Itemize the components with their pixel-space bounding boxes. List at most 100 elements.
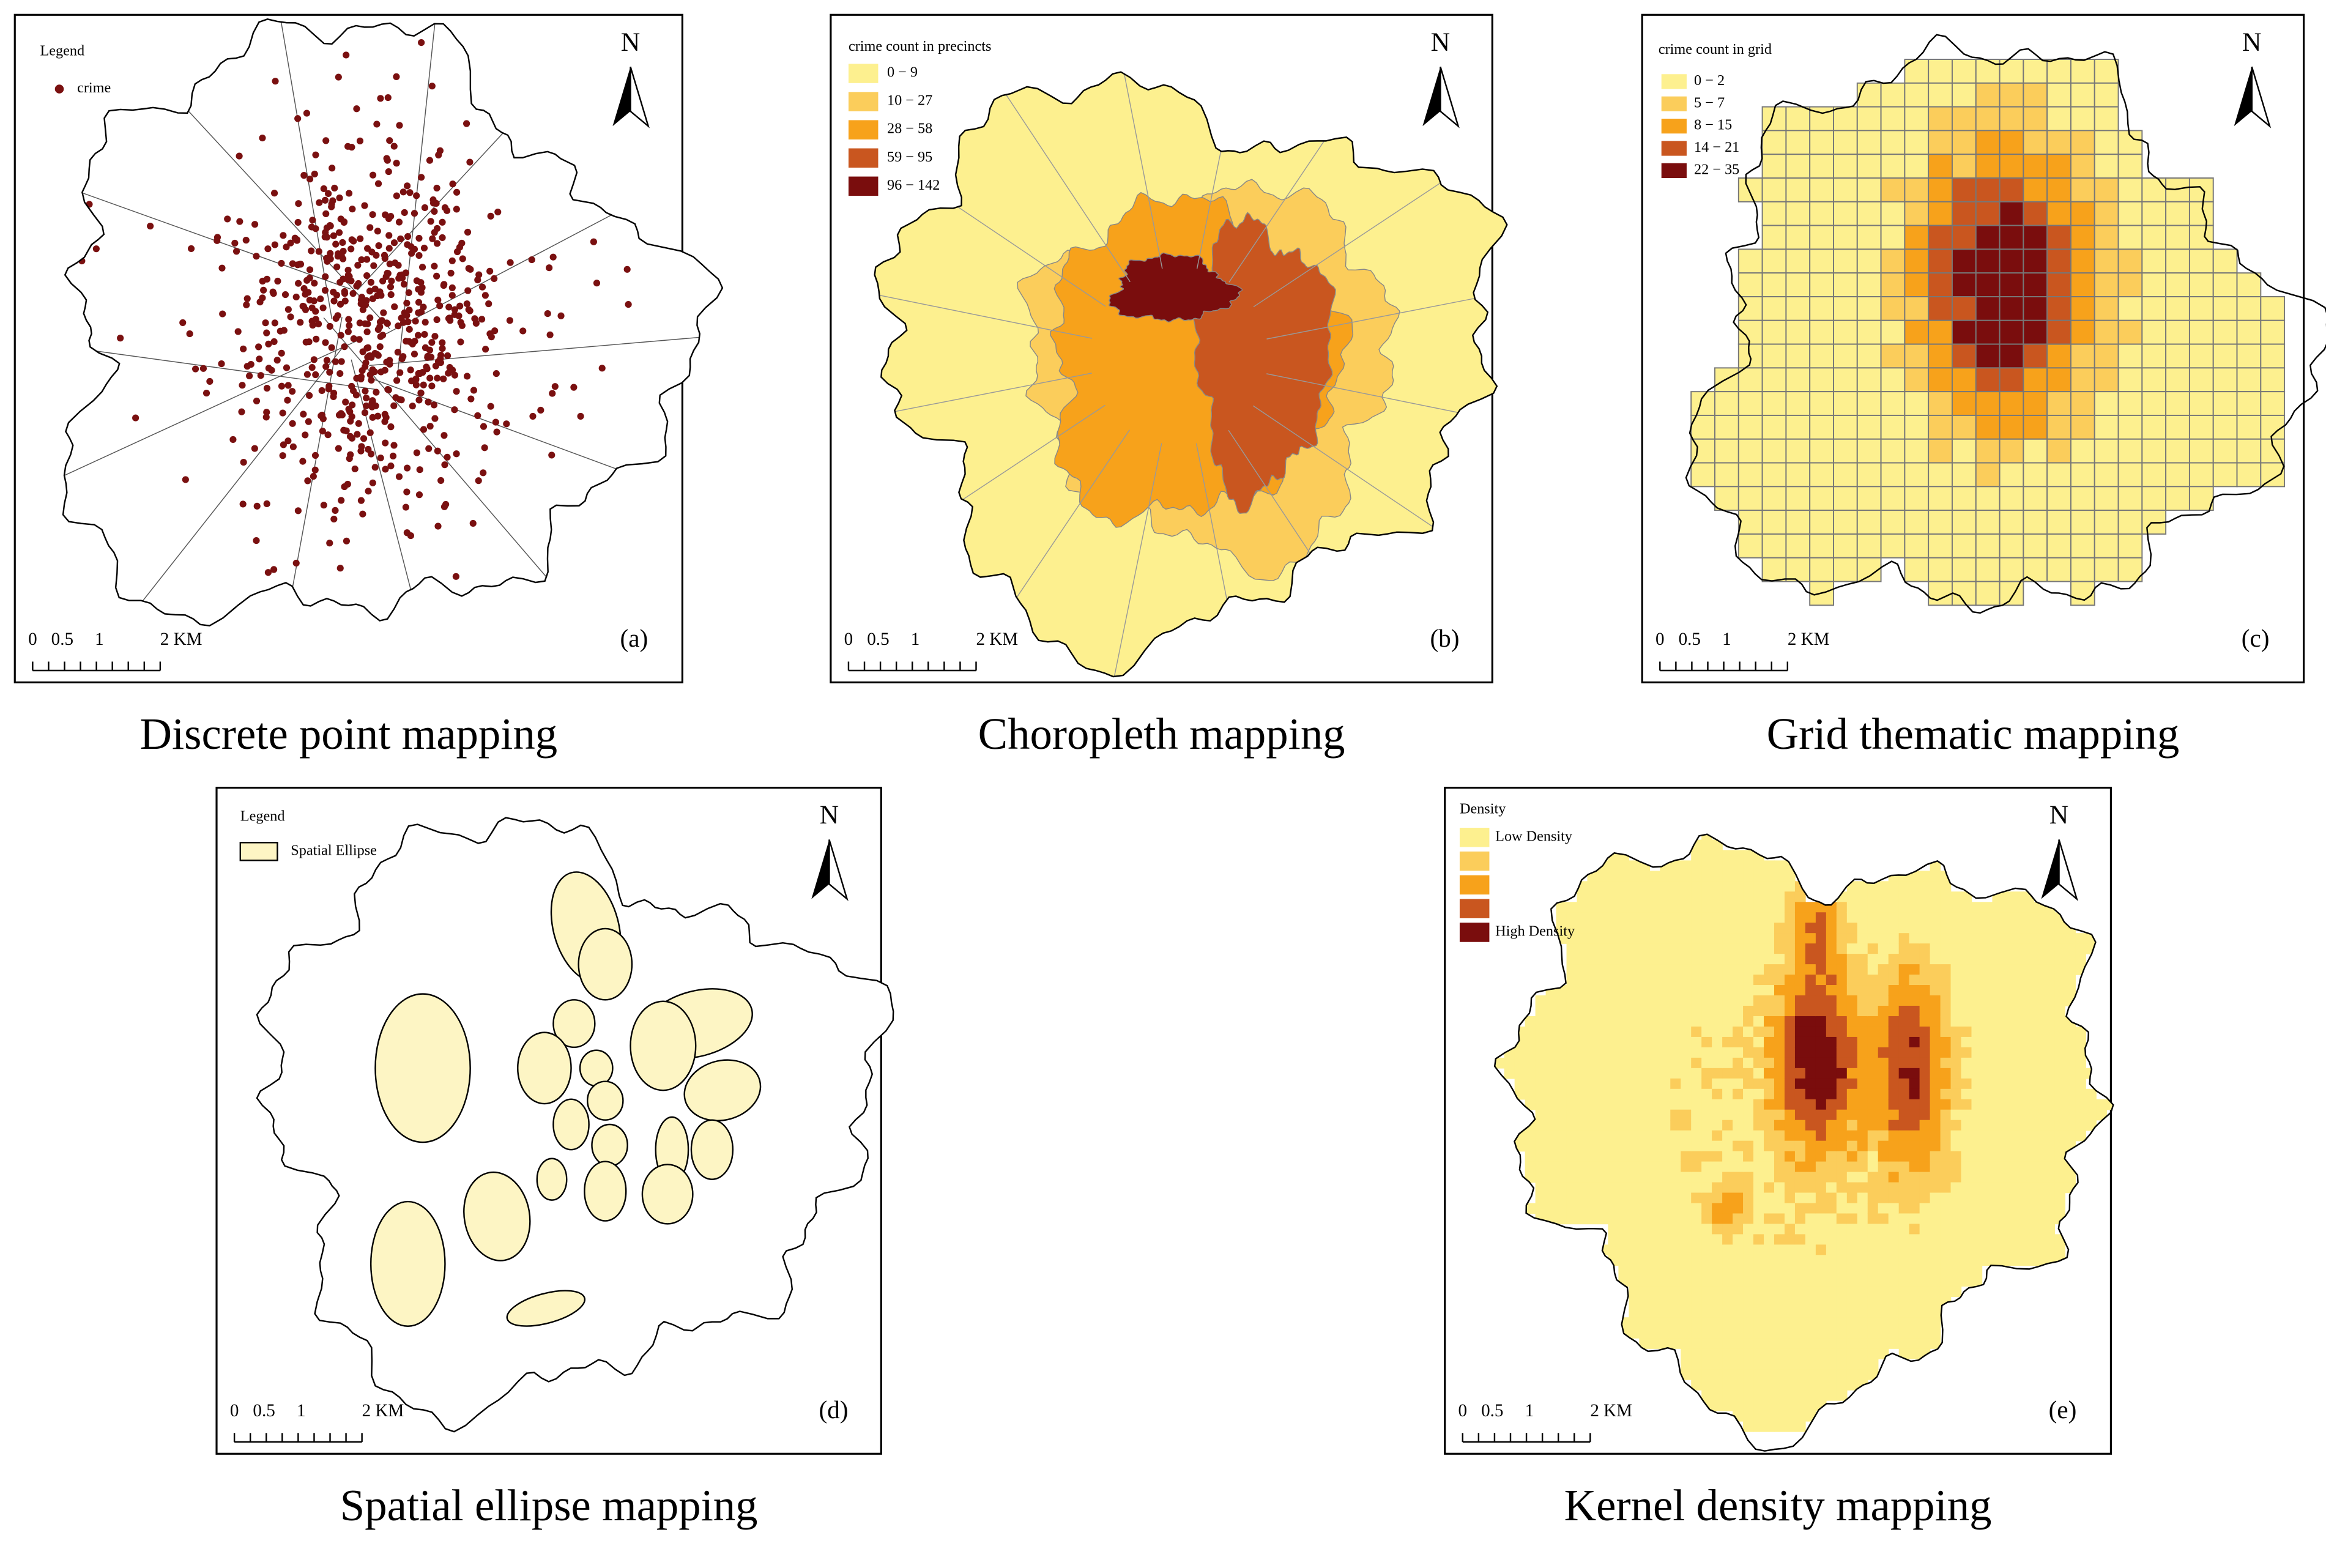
grid-cell [2188,201,2214,226]
density-cell [1764,1348,1775,1359]
crime-point [407,532,414,540]
grid-cell [1975,59,2001,84]
grid-cell [1785,154,1811,179]
density-cell [1846,1317,1858,1328]
density-cell [1712,1390,1723,1401]
crime-point [443,207,451,214]
density-cell [1846,975,1858,986]
density-cell [1971,964,1983,975]
density-cell [1836,1151,1848,1162]
density-cell [2002,995,2014,1006]
density-cell [1784,1088,1796,1100]
grid-cell [1880,533,1906,559]
density-cell [1587,1088,1599,1100]
density-cell [1597,1036,1609,1048]
grid-cell [2141,486,2167,511]
density-cell [1597,964,1609,975]
density-cell [1815,1328,1827,1339]
density-cell [1794,1380,1806,1391]
density-cell [1805,1328,1816,1339]
density-cell [1608,1099,1619,1110]
density-cell [1608,1047,1619,1058]
density-cell [1701,954,1712,965]
density-cell [1577,923,1588,934]
density-cell [1815,1151,1827,1162]
legend-label: Low Density [1495,828,1573,844]
density-cell [2023,1099,2035,1110]
crime-point [289,420,296,427]
grid-cell [2141,438,2167,464]
density-cell [1888,1016,1900,1027]
density-cell [1982,1016,1993,1027]
density-cell [1846,1130,1858,1142]
grid-cell [1975,391,2001,416]
density-cell [1836,1286,1848,1297]
density-cell [2075,1057,2086,1069]
density-cell [2034,1244,2045,1256]
density-cell [1930,1317,1941,1328]
density-cell [1857,1192,1868,1204]
density-cell [1753,1130,1764,1142]
density-cell [1608,1078,1619,1090]
grid-cell [1928,201,1953,226]
density-cell [1639,1286,1651,1297]
grid-cell [1809,367,1834,393]
grid-cell [2117,154,2143,179]
legend-dot [54,84,64,94]
density-cell [1940,1161,1952,1173]
density-cell [1982,1161,1993,1173]
density-cell [1660,1172,1671,1183]
density-cell [2023,985,2035,996]
density-cell [1535,1130,1547,1142]
density-cell [1753,1390,1764,1401]
density-cell [1940,1255,1952,1266]
crime-point [385,386,392,394]
density-cell [1846,954,1858,965]
density-cell [1867,933,1879,944]
crime-point [445,370,452,377]
density-cell [1826,1172,1837,1183]
crime-point [390,402,398,409]
grid-cell [1999,201,2024,226]
crime-point [335,229,343,236]
density-cell [1982,1109,1993,1121]
density-cell [1743,995,1754,1006]
density-cell [1857,1120,1868,1131]
crime-point [255,343,262,351]
density-cell [1846,1099,1858,1110]
grid-cell [1951,367,1977,393]
density-cell [1846,1151,1858,1162]
density-cell [1587,891,1599,902]
crime-point [415,396,423,404]
density-cell [1888,933,1900,944]
density-cell [1774,1265,1785,1277]
grid-cell [2188,438,2214,464]
grid-cell [1714,414,1739,440]
density-cell [1909,1317,1920,1328]
grid-cell [1809,438,1834,464]
density-cell [2034,954,2045,965]
grid-cell [2023,319,2048,345]
density-cell [1733,1057,1744,1069]
density-cell [1898,1276,1910,1287]
grid-cell [2046,154,2071,179]
density-cell [1774,1369,1785,1380]
density-cell [1846,912,1858,923]
density-cell [1701,1036,1712,1048]
density-cell [1618,933,1630,944]
density-cell [1743,1120,1754,1131]
crime-point [386,137,393,144]
grid-cell [2117,510,2143,535]
density-cell [1577,1099,1588,1110]
density-cell [1577,1026,1588,1038]
density-cell [1764,1265,1775,1277]
density-cell [1961,954,1972,965]
density-cell [1794,1410,1806,1422]
density-cell [1919,912,1931,923]
crime-point [393,377,401,384]
density-cell [1764,1244,1775,1256]
crime-point [344,143,352,150]
density-cell [2013,1068,2024,1079]
crime-point [239,500,247,508]
density-cell [1733,871,1744,882]
